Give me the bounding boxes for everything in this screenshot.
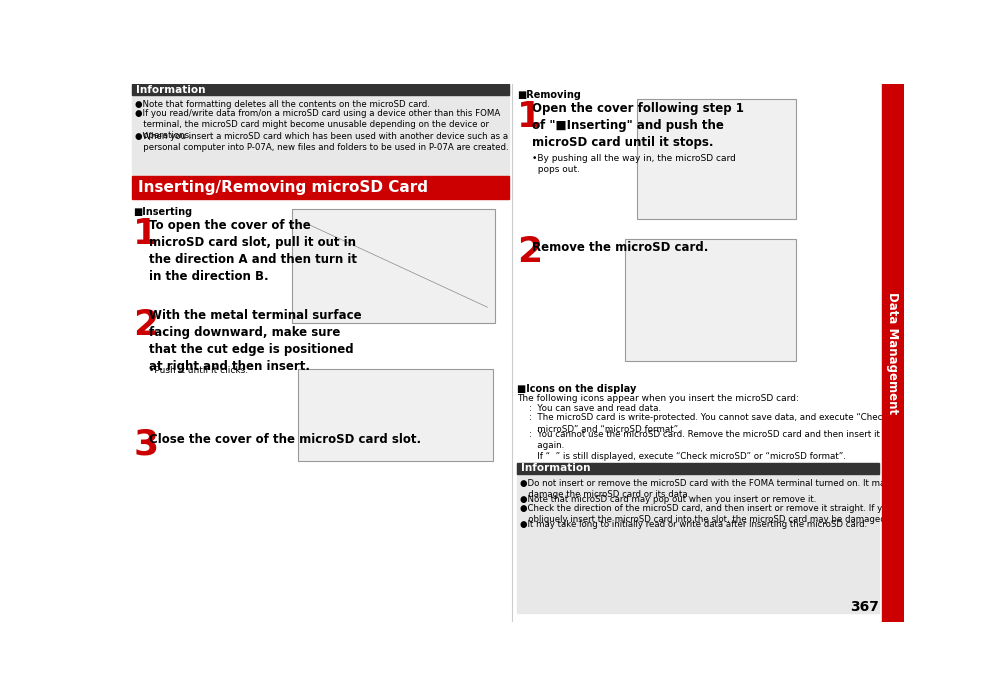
Text: Data Management: Data Management [886, 292, 899, 414]
Bar [131, 176, 509, 199]
Bar [636, 99, 795, 219]
Text: ●It may take long to initially read or write data after inserting the microSD ca: ●It may take long to initially read or w… [520, 520, 867, 529]
Text: :  You cannot use the microSD card. Remove the microSD card and then insert it
 : : You cannot use the microSD card. Remov… [518, 430, 880, 461]
Text: To open the cover of the
microSD card slot, pull it out in
the direction A and t: To open the cover of the microSD card sl… [148, 219, 356, 282]
Bar [131, 84, 509, 175]
Text: With the metal terminal surface
facing downward, make sure
that the cut edge is : With the metal terminal surface facing d… [148, 310, 361, 373]
Text: ■Removing: ■Removing [517, 90, 580, 100]
Bar [292, 208, 494, 322]
Text: ●Do not insert or remove the microSD card with the FOMA terminal turned on. It m: ●Do not insert or remove the microSD car… [520, 479, 890, 499]
Text: •By pushing all the way in, the microSD card
  pops out.: •By pushing all the way in, the microSD … [532, 154, 735, 174]
Bar [131, 84, 509, 96]
Text: ■Icons on the display: ■Icons on the display [517, 384, 636, 394]
Text: ●Note that microSD card may pop out when you insert or remove it.: ●Note that microSD card may pop out when… [520, 495, 815, 504]
Text: :  The microSD card is write-protected. You cannot save data, and execute “Check: : The microSD card is write-protected. Y… [518, 413, 887, 433]
Text: The following icons appear when you insert the microSD card:: The following icons appear when you inse… [517, 394, 798, 403]
Text: Close the cover of the microSD card slot.: Close the cover of the microSD card slot… [148, 433, 420, 447]
Bar [625, 240, 795, 361]
Text: ●Note that formatting deletes all the contents on the microSD card.: ●Note that formatting deletes all the co… [134, 100, 429, 109]
Text: Inserting/Removing microSD Card: Inserting/Removing microSD Card [137, 180, 427, 195]
Text: Remove the microSD card.: Remove the microSD card. [532, 241, 708, 254]
Bar [517, 463, 878, 474]
Bar [517, 463, 878, 613]
Bar [297, 369, 492, 461]
Text: 367: 367 [850, 600, 878, 614]
Text: 2: 2 [517, 235, 542, 269]
Text: •Push it until it clicks.: •Push it until it clicks. [148, 366, 248, 375]
Text: 1: 1 [517, 100, 542, 134]
Text: 2: 2 [133, 308, 158, 342]
Text: ●When you insert a microSD card which has been used with another device such as : ●When you insert a microSD card which ha… [134, 131, 508, 152]
Text: Information: Information [135, 85, 205, 94]
Bar [881, 84, 903, 622]
Text: Open the cover following step 1
of "■Inserting" and push the
microSD card until : Open the cover following step 1 of "■Ins… [532, 101, 743, 149]
Text: 1: 1 [133, 217, 158, 251]
Text: ■Inserting: ■Inserting [133, 207, 193, 217]
Text: ●If you read/write data from/on a microSD card using a device other than this FO: ●If you read/write data from/on a microS… [134, 108, 499, 140]
Text: :  You can save and read data.: : You can save and read data. [518, 404, 661, 413]
Text: 3: 3 [133, 427, 158, 461]
Text: Information: Information [521, 463, 590, 473]
Text: ●Check the direction of the microSD card, and then insert or remove it straight.: ●Check the direction of the microSD card… [520, 504, 892, 524]
